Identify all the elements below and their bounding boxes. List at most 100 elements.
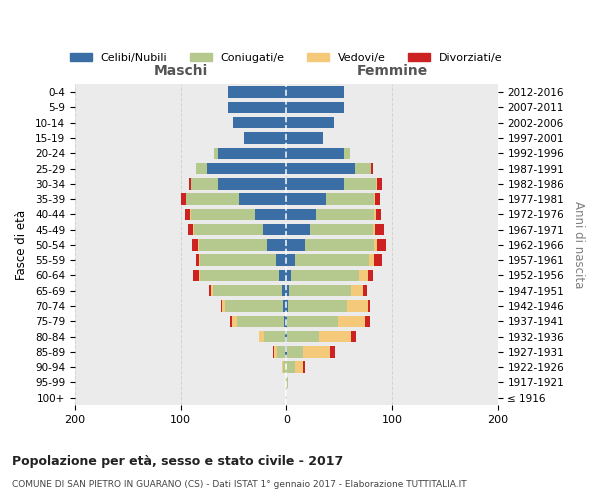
Bar xyxy=(373,224,375,235)
Bar xyxy=(192,239,197,250)
Bar xyxy=(303,346,329,358)
Bar xyxy=(344,178,376,190)
Bar xyxy=(263,224,286,235)
Bar xyxy=(199,239,267,250)
Bar xyxy=(188,224,193,235)
Bar xyxy=(368,270,373,281)
Bar xyxy=(374,208,376,220)
Bar xyxy=(286,208,316,220)
Bar xyxy=(283,362,286,373)
Bar xyxy=(374,194,375,205)
Bar xyxy=(376,178,377,190)
Bar xyxy=(199,254,200,266)
Bar xyxy=(377,178,382,190)
Bar xyxy=(286,376,289,388)
Y-axis label: Fasce di età: Fasce di età xyxy=(15,210,28,280)
Bar xyxy=(200,270,279,281)
Bar xyxy=(282,285,286,296)
Bar xyxy=(316,208,374,220)
Bar xyxy=(303,362,305,373)
Bar xyxy=(272,346,274,358)
Bar xyxy=(289,300,347,312)
Bar xyxy=(371,163,373,174)
Bar xyxy=(191,208,254,220)
Bar xyxy=(286,86,344,98)
Text: Popolazione per età, sesso e stato civile - 2017: Popolazione per età, sesso e stato civil… xyxy=(12,455,343,468)
Bar xyxy=(365,316,370,327)
Bar xyxy=(375,224,383,235)
Bar xyxy=(286,239,305,250)
Bar xyxy=(286,117,334,128)
Bar xyxy=(286,194,326,205)
Bar xyxy=(222,300,225,312)
Bar xyxy=(286,178,344,190)
Text: Maschi: Maschi xyxy=(154,64,208,78)
Bar xyxy=(282,362,283,373)
Bar xyxy=(228,102,286,113)
Bar xyxy=(286,331,287,342)
Bar xyxy=(351,285,364,296)
Bar xyxy=(359,270,368,281)
Bar xyxy=(230,316,232,327)
Bar xyxy=(286,285,289,296)
Bar xyxy=(218,148,286,159)
Bar xyxy=(196,254,199,266)
Bar xyxy=(295,254,369,266)
Bar xyxy=(185,208,190,220)
Bar xyxy=(351,331,356,342)
Bar xyxy=(199,270,200,281)
Bar xyxy=(267,239,286,250)
Bar xyxy=(376,208,382,220)
Bar xyxy=(197,239,199,250)
Bar xyxy=(236,316,284,327)
Bar xyxy=(186,194,239,205)
Bar xyxy=(286,270,290,281)
Bar xyxy=(355,163,371,174)
Bar xyxy=(209,285,211,296)
Bar xyxy=(287,316,338,327)
Bar xyxy=(295,362,303,373)
Bar xyxy=(375,194,380,205)
Bar xyxy=(214,148,218,159)
Bar xyxy=(368,300,370,312)
Bar xyxy=(305,239,374,250)
Bar xyxy=(232,316,236,327)
Bar xyxy=(286,148,344,159)
Bar xyxy=(286,346,287,358)
Bar xyxy=(189,178,191,190)
Bar xyxy=(207,163,286,174)
Bar xyxy=(225,300,283,312)
Bar xyxy=(326,194,374,205)
Bar xyxy=(279,270,286,281)
Bar xyxy=(193,224,194,235)
Bar xyxy=(286,300,289,312)
Text: COMUNE DI SAN PIETRO IN GUARANO (CS) - Dati ISTAT 1° gennaio 2017 - Elaborazione: COMUNE DI SAN PIETRO IN GUARANO (CS) - D… xyxy=(12,480,467,489)
Bar xyxy=(344,148,350,159)
Legend: Celibi/Nubili, Coniugati/e, Vedovi/e, Divorziati/e: Celibi/Nubili, Coniugati/e, Vedovi/e, Di… xyxy=(65,48,508,67)
Bar xyxy=(338,316,365,327)
Bar xyxy=(214,285,282,296)
Bar xyxy=(239,194,286,205)
Bar xyxy=(244,132,286,143)
Bar xyxy=(233,117,286,128)
Bar xyxy=(181,194,186,205)
Bar xyxy=(377,239,386,250)
Bar xyxy=(286,316,287,327)
Bar xyxy=(200,254,276,266)
Bar xyxy=(274,346,277,358)
Bar xyxy=(196,163,207,174)
Bar xyxy=(190,208,191,220)
Bar xyxy=(211,285,214,296)
Bar xyxy=(277,346,285,358)
Bar xyxy=(254,208,286,220)
Bar xyxy=(286,163,355,174)
Bar xyxy=(286,102,344,113)
Bar xyxy=(193,270,199,281)
Bar xyxy=(286,224,310,235)
Bar xyxy=(191,178,218,190)
Bar xyxy=(286,362,295,373)
Bar xyxy=(194,224,263,235)
Bar xyxy=(285,346,286,358)
Bar xyxy=(319,331,351,342)
Bar xyxy=(264,331,285,342)
